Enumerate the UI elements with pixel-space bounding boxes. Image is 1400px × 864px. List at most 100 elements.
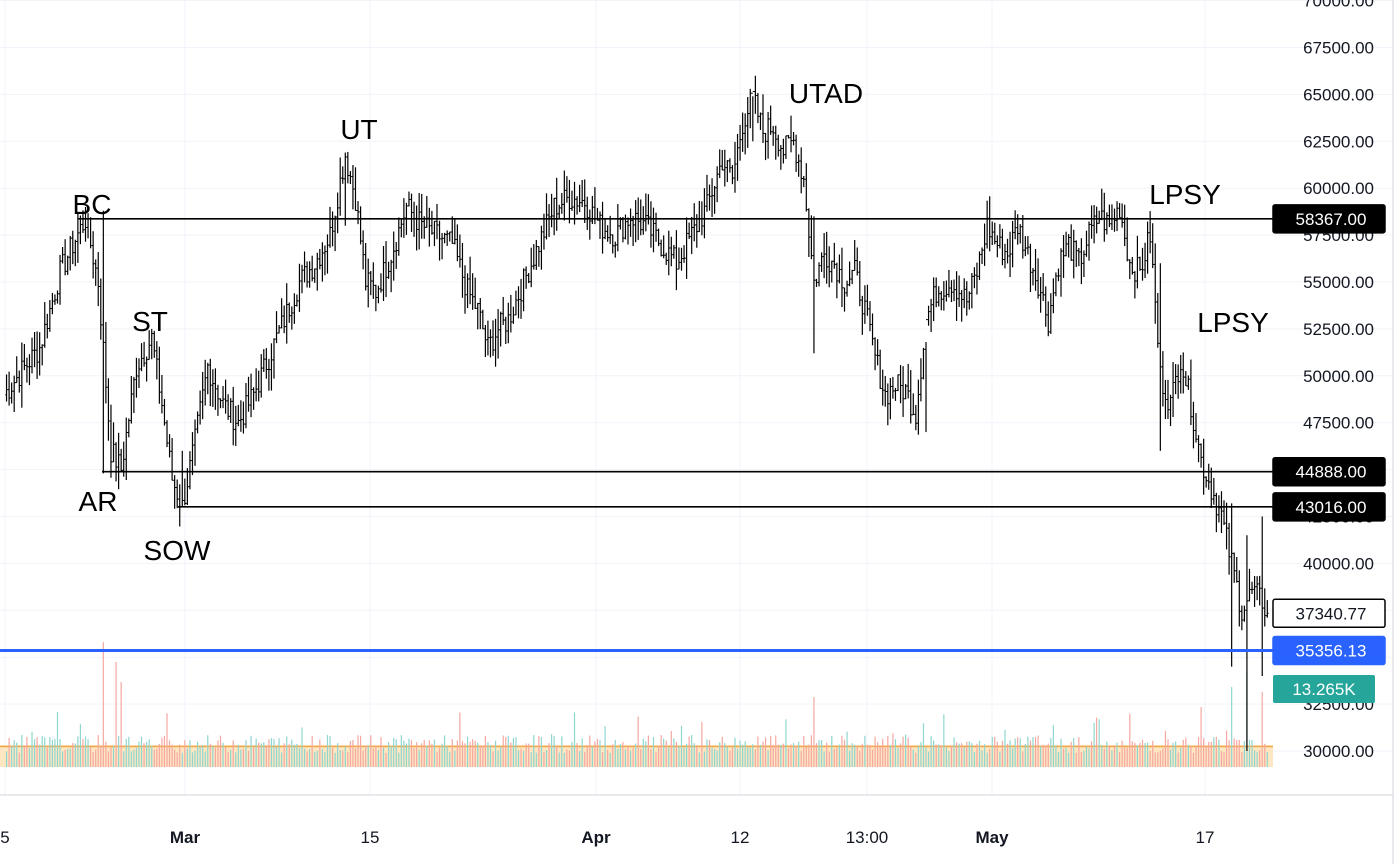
volume-bar — [640, 749, 642, 767]
volume-bar — [1195, 746, 1197, 767]
volume-bar — [41, 736, 43, 767]
volume-bar — [214, 747, 217, 767]
volume-bar — [624, 749, 627, 767]
volume-bar — [505, 737, 507, 767]
volume-bar — [841, 735, 843, 767]
volume-bar — [79, 724, 82, 767]
volume-bar — [861, 743, 863, 767]
volume-bar — [482, 745, 484, 767]
volume-bar — [410, 740, 413, 767]
volume-bar — [1111, 750, 1113, 767]
volume-bar — [1200, 707, 1202, 767]
volume-bar — [1139, 742, 1141, 767]
volume-bar — [431, 743, 433, 767]
volume-bar — [986, 752, 988, 767]
volume-bar — [599, 740, 601, 767]
volume-bar — [207, 735, 209, 767]
volume-bar — [1047, 743, 1049, 767]
volume-bar — [1169, 749, 1172, 767]
volume-bar — [678, 746, 680, 767]
volume-bar — [818, 740, 820, 767]
volume-bar — [74, 743, 76, 767]
volume-bar — [232, 740, 234, 767]
wyckoff-label: AR — [79, 486, 118, 517]
volume-bar — [736, 748, 739, 767]
volume-bar — [1101, 745, 1103, 767]
time-tick-label: 5 — [0, 828, 9, 847]
volume-bar — [128, 736, 130, 767]
volume-bar — [770, 736, 772, 767]
volume-bar — [156, 748, 158, 767]
volume-bar — [668, 747, 670, 767]
time-tick-label: 13:00 — [846, 828, 889, 847]
volume-bar — [512, 737, 514, 767]
volume-bar — [528, 743, 530, 767]
volume-bar — [298, 748, 301, 767]
volume-bar — [940, 745, 942, 767]
volume-bar — [996, 741, 998, 767]
volume-bar — [724, 743, 726, 767]
volume-bar — [805, 746, 807, 767]
volume-bar — [179, 744, 181, 767]
volume-bar — [398, 752, 400, 767]
volume-bar — [1147, 742, 1149, 767]
volume-bar — [372, 748, 374, 767]
volume-bar — [1225, 730, 1228, 767]
volume-bar — [385, 752, 387, 767]
volume-bar — [731, 747, 734, 767]
volume-bar — [652, 737, 655, 767]
volume-bar — [5, 751, 8, 767]
volume-bar — [140, 736, 143, 767]
price-tick-label: 55000.00 — [1303, 273, 1374, 292]
volume-bar — [637, 716, 639, 767]
last-price-badge-label: 37340.77 — [1296, 604, 1367, 623]
volume-bar — [174, 749, 176, 767]
volume-bar — [1197, 737, 1200, 767]
volume-bar — [171, 744, 173, 767]
level-badge-blue-box — [1272, 635, 1386, 666]
volume-bar — [1073, 737, 1075, 767]
volume-bar — [1149, 750, 1151, 767]
volume-bar — [1085, 746, 1088, 767]
volume-bar — [1157, 752, 1159, 767]
volume-bar — [820, 739, 823, 767]
volume-bar — [983, 744, 986, 767]
volume-bar — [627, 745, 629, 767]
volume-bar — [558, 752, 560, 767]
time-tick-label: 17 — [1196, 828, 1215, 847]
volume-bar — [334, 752, 336, 767]
volume-bar — [884, 747, 886, 767]
volume-bar — [95, 749, 97, 767]
volume-bar — [196, 741, 199, 767]
price-tick-label: 30000.00 — [1303, 742, 1374, 761]
volume-bar — [601, 752, 604, 767]
time-axis[interactable]: 5 Mar 15 Apr 12 13:00 May 17 — [0, 828, 1214, 847]
volume-bar — [579, 750, 581, 767]
volume-bar — [1045, 745, 1047, 767]
volume-bar — [337, 743, 339, 767]
volume-bar — [1014, 738, 1016, 767]
volume-bar — [33, 739, 36, 767]
volume-bar — [1228, 740, 1230, 767]
volume-bar — [230, 749, 232, 767]
volume-bar — [112, 746, 115, 767]
volume-bar — [571, 741, 573, 767]
level-badge-label: 58367.00 — [1296, 210, 1367, 229]
volume-bar — [146, 741, 148, 767]
wyckoff-label: BC — [73, 189, 112, 220]
volume-bar — [235, 752, 237, 767]
volume-bar — [619, 743, 621, 767]
volume-bar — [347, 751, 349, 767]
volume-bar — [166, 713, 168, 767]
volume-bar — [764, 737, 767, 767]
volume-bar — [242, 749, 245, 767]
volume-bar — [446, 746, 448, 767]
volume-bar — [581, 738, 583, 767]
volume-bar — [854, 744, 856, 767]
volume-bar — [456, 740, 458, 767]
volume-bar — [49, 737, 51, 767]
volume-bar — [176, 752, 178, 767]
price-badges: 58367.00 44888.00 43016.00 35356.13 37340.77… — [1272, 204, 1386, 703]
volume-bar — [13, 740, 15, 767]
